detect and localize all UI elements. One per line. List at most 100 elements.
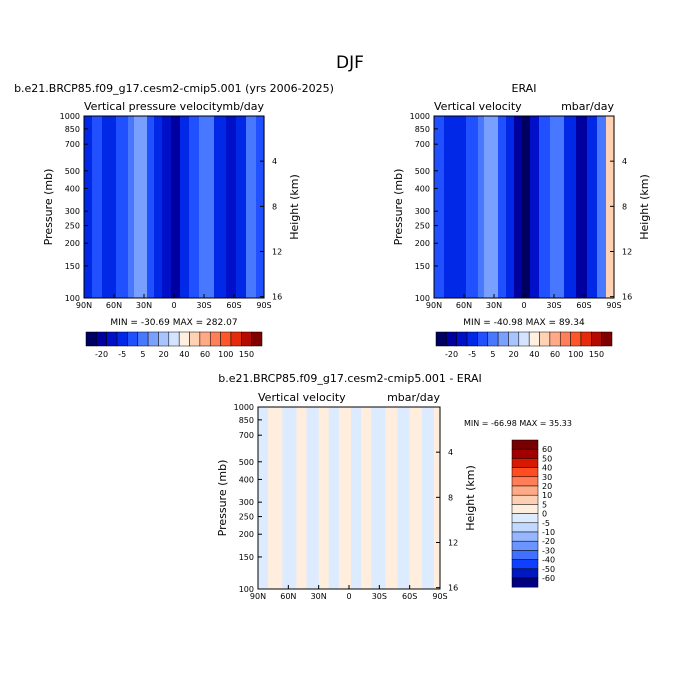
colorbar-swatch	[511, 559, 539, 570]
pressure-tick-label: 1000	[410, 112, 430, 121]
pressure-tick-label: 150	[415, 262, 430, 271]
colorbar-label: 60	[550, 350, 560, 359]
model-panel: b.e21.BRCP85.f09_g17.cesm2-cmip5.001 (yr…	[14, 82, 334, 359]
contour-band	[258, 407, 269, 589]
contour-band	[409, 407, 423, 589]
colorbar-label: -20	[445, 350, 458, 359]
pressure-tick-label: 1000	[234, 403, 254, 412]
contour-band	[564, 116, 577, 298]
colorbar-swatch	[137, 331, 149, 347]
colorbar-label: 100	[568, 350, 583, 359]
contour-band	[147, 116, 155, 298]
contour-band	[92, 116, 103, 298]
obs-panel: ERAI Vertical velocity mbar/day 90N 60N 30N 0 3…	[392, 82, 651, 359]
colorbar-swatch	[199, 331, 211, 347]
contour-band	[539, 116, 551, 298]
x-tick-label: 90N	[250, 592, 266, 601]
contour-band	[214, 116, 227, 298]
colorbar-swatch	[241, 331, 252, 347]
colorbar-swatch	[85, 331, 97, 347]
contour-band	[162, 116, 172, 298]
colorbar-swatch	[511, 458, 539, 468]
pressure-tick-label: 1000	[60, 112, 80, 121]
colorbar-swatch	[106, 331, 118, 347]
colorbar-swatch	[497, 331, 509, 347]
panel-title-left: Vertical velocity	[434, 100, 522, 113]
colorbar-label: 0	[542, 510, 547, 519]
x-tick-label: 90S	[256, 301, 271, 310]
contour-band	[576, 116, 588, 298]
pressure-tick-label: 200	[239, 530, 254, 539]
colorbar-swatch	[591, 331, 602, 347]
pressure-tick-label: 100	[65, 294, 80, 303]
colorbar-label: 20	[509, 350, 519, 359]
contour-band	[550, 116, 565, 298]
contour-band	[180, 116, 190, 298]
contour-band	[397, 407, 411, 589]
colorbar-swatch	[147, 331, 159, 347]
pressure-tick-label: 300	[415, 207, 430, 216]
y-axis-label: Pressure (mb)	[392, 169, 405, 246]
contour-band	[434, 116, 445, 298]
colorbar-label: 20	[542, 482, 552, 491]
colorbar-swatch	[528, 331, 540, 347]
contour-band	[143, 116, 148, 298]
colorbar-label: -5	[118, 350, 126, 359]
x-tick-label: 90N	[426, 301, 442, 310]
pressure-tick-label: 100	[415, 294, 430, 303]
x-tick-label: 60S	[576, 301, 591, 310]
colorbar-label: -50	[542, 565, 555, 574]
pressure-tick-label: 500	[239, 458, 254, 467]
contour-band	[318, 407, 330, 589]
panel-title-right: mb/day	[222, 100, 264, 113]
height-tick-label: 8	[448, 493, 453, 502]
pressure-tick-label: 400	[65, 184, 80, 193]
x-tick-label: 60N	[280, 592, 296, 601]
x-tick-label: 0	[346, 592, 351, 601]
colorbar-swatch	[511, 467, 539, 478]
colorbar-label: 150	[239, 350, 254, 359]
colorbar-swatch	[508, 331, 520, 347]
colorbar-swatch	[511, 504, 539, 514]
colorbar-swatch	[511, 568, 539, 579]
contour-band	[268, 407, 283, 589]
contour-band	[433, 407, 441, 589]
pressure-tick-label: 850	[65, 125, 80, 134]
contour-band	[116, 116, 129, 298]
height-tick-label: 4	[622, 157, 627, 166]
panel-title-right: mbar/day	[387, 391, 440, 404]
contour-band	[530, 116, 540, 298]
contour-band	[361, 407, 372, 589]
pressure-tick-label: 200	[65, 239, 80, 248]
contour-band	[189, 116, 200, 298]
colorbar-swatch	[580, 331, 592, 347]
colorbar-swatch	[518, 331, 530, 347]
x-tick-label: 60N	[106, 301, 122, 310]
panel-header: ERAI	[512, 82, 537, 95]
colorbar-swatch	[178, 331, 190, 347]
pressure-tick-label: 400	[415, 184, 430, 193]
panel-title-right: mbar/day	[561, 100, 614, 113]
x-tick-label: 90S	[432, 592, 447, 601]
height-tick-label: 8	[622, 202, 627, 211]
x-tick-label: 60N	[456, 301, 472, 310]
colorbar-swatch	[251, 331, 263, 347]
pressure-tick-label: 300	[239, 498, 254, 507]
x-tick-label: 60S	[402, 592, 417, 601]
contour-band	[236, 116, 247, 298]
colorbar-label: -40	[542, 556, 555, 565]
contour-band	[102, 116, 117, 298]
pressure-tick-label: 250	[65, 222, 80, 231]
contour-band	[328, 407, 340, 589]
y-axis-label-right: Height (km)	[288, 174, 301, 240]
contour-band	[371, 407, 386, 589]
contour-band	[199, 116, 215, 298]
colorbar-swatch	[511, 550, 539, 560]
colorbar-swatch	[511, 513, 539, 524]
stats-label: MIN = -30.69 MAX = 282.07	[110, 318, 237, 328]
colorbar-swatch	[549, 331, 561, 347]
pressure-tick-label: 700	[65, 140, 80, 149]
colorbar-swatch	[511, 448, 539, 459]
contour-band	[514, 116, 523, 298]
